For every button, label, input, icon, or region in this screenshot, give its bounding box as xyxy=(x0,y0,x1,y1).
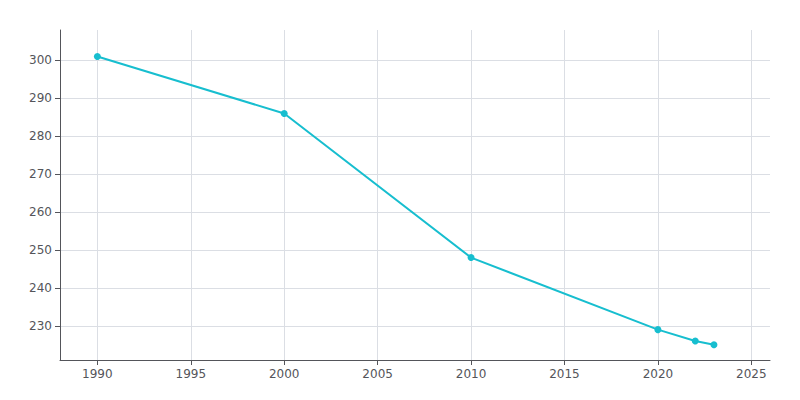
svg-text:2020: 2020 xyxy=(643,367,674,381)
svg-text:2025: 2025 xyxy=(736,367,767,381)
svg-text:1995: 1995 xyxy=(176,367,207,381)
svg-text:240: 240 xyxy=(29,281,52,295)
svg-text:250: 250 xyxy=(29,243,52,257)
svg-text:260: 260 xyxy=(29,205,52,219)
svg-text:1990: 1990 xyxy=(82,367,113,381)
svg-text:2005: 2005 xyxy=(362,367,393,381)
svg-text:230: 230 xyxy=(29,319,52,333)
svg-text:2010: 2010 xyxy=(456,367,487,381)
svg-text:300: 300 xyxy=(29,53,52,67)
svg-text:270: 270 xyxy=(29,167,52,181)
svg-text:290: 290 xyxy=(29,91,52,105)
svg-text:2000: 2000 xyxy=(269,367,300,381)
svg-text:280: 280 xyxy=(29,129,52,143)
svg-text:2015: 2015 xyxy=(549,367,580,381)
